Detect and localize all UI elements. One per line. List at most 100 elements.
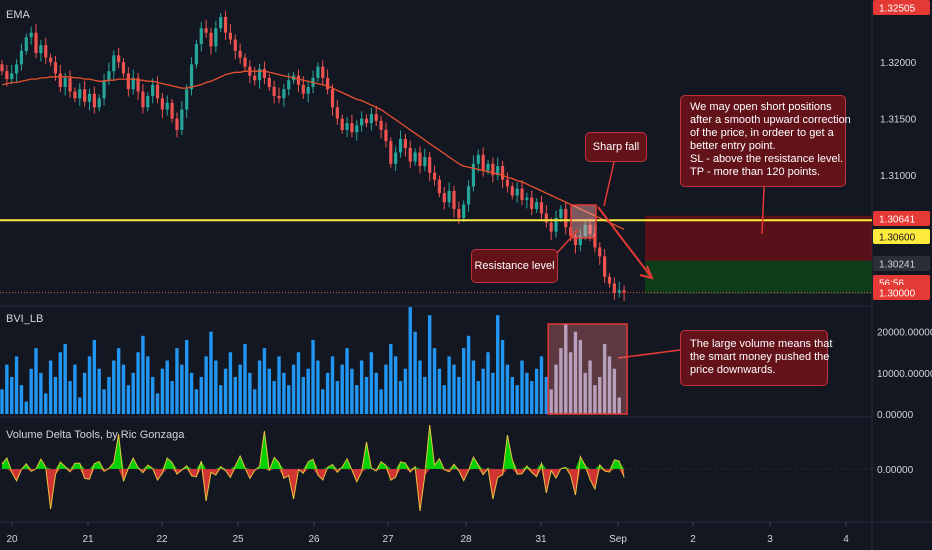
candle-body [360,118,364,126]
candle-body [272,86,276,97]
candle-body [39,45,43,54]
time-tick-label: 25 [232,534,244,545]
candle-body [500,166,505,180]
volume-bar [14,356,19,414]
volume-bar [257,360,262,414]
price-tag-box [873,0,930,15]
candle-body [219,16,223,29]
volume-bar [369,352,374,414]
volume-bar [121,364,126,414]
candle-body [491,163,495,176]
volume-bar [214,360,218,414]
volume-bar [150,376,155,414]
time-tick-label: 4 [843,534,849,545]
volume-bar [578,339,583,414]
candle-body [165,102,169,110]
volume-bar [345,348,349,414]
candle-body [617,290,621,293]
volume-bar [398,381,403,414]
candle-body [510,186,514,196]
volume-bar [583,372,587,414]
candle-body [583,224,587,237]
volume-bar [335,381,340,414]
short-note-line-3: of the price, in ordeer to get a [690,127,834,139]
volume-tick-label: 20000.00000 [877,328,932,339]
candle-body [607,276,612,284]
volume-bar [199,376,203,414]
delta-signal-line [1,424,625,512]
short-note-line-4: better entry point. [690,140,776,152]
volume-bar [184,339,189,414]
volume-bar [544,376,549,414]
volume-highlight-box [547,323,628,415]
volume-bar [607,356,612,414]
candle-body [301,84,305,94]
trade-zones [645,215,872,294]
candle-body [68,77,72,92]
candle-body [97,98,101,108]
volume-bar [534,368,539,414]
volume-bar [5,364,9,414]
candle-body [170,102,174,119]
candle-body [19,50,24,65]
volume-bar [131,372,135,414]
volume-bar [92,339,97,414]
volume-bar [107,376,111,414]
volume-bar [29,368,33,414]
candle-body [194,44,198,65]
volume-bar [291,364,296,414]
volume-bar [102,389,106,414]
candle-body [44,45,48,58]
candle-body [481,154,485,171]
volume-bar [588,360,592,414]
volume-bar [510,376,514,414]
volume-bar [219,385,223,414]
candle-body [476,154,480,164]
volume-bar [491,372,495,414]
candle-body [10,73,14,80]
candle-body [520,188,524,200]
candle-body [462,204,466,219]
volume-bar [253,389,257,414]
volume-bar [330,356,335,414]
candle-body [612,283,616,293]
time-tick-label: 20 [6,534,18,545]
candle-body [389,141,393,164]
volume-bar [403,368,408,414]
volume-bar [243,344,247,414]
volume-bar [568,352,573,414]
candle-body [374,114,378,121]
volume-bar [311,339,315,414]
stop-loss-zone [645,215,872,261]
volume-bar [189,372,194,414]
volume-bar [617,397,621,414]
candle-body [335,107,339,119]
sharp-fall-arrow [597,206,653,279]
candle-body [364,118,369,124]
delta-tick-label: 0.00000 [877,465,914,476]
volume-bar [427,315,432,414]
candle-body [87,93,92,102]
volume-bar [389,344,393,414]
volume-bar [68,381,72,414]
volume-bar [554,364,558,414]
volume-bar [374,372,378,414]
volume-bar [350,368,354,414]
volume-bar [325,372,330,414]
volume-bar [466,335,471,414]
volume-note-line-3: price downwards. [690,364,776,376]
short-note-line-2: after a smooth upward correction [690,114,851,126]
candle-body [326,77,330,90]
volume-bar [442,385,446,414]
ema-line [1,70,625,230]
candle-body [423,157,427,167]
candle-body [204,28,208,33]
volume-tick-label: 10000.00000 [877,369,932,380]
candle-body [257,68,262,81]
sharp-fall-arrowhead [639,265,654,280]
candle-body [53,62,58,74]
volume-note-pointer [617,349,681,359]
volume-bar [223,368,228,414]
short-note-line-5: SL - above the resistance level. [690,153,844,165]
